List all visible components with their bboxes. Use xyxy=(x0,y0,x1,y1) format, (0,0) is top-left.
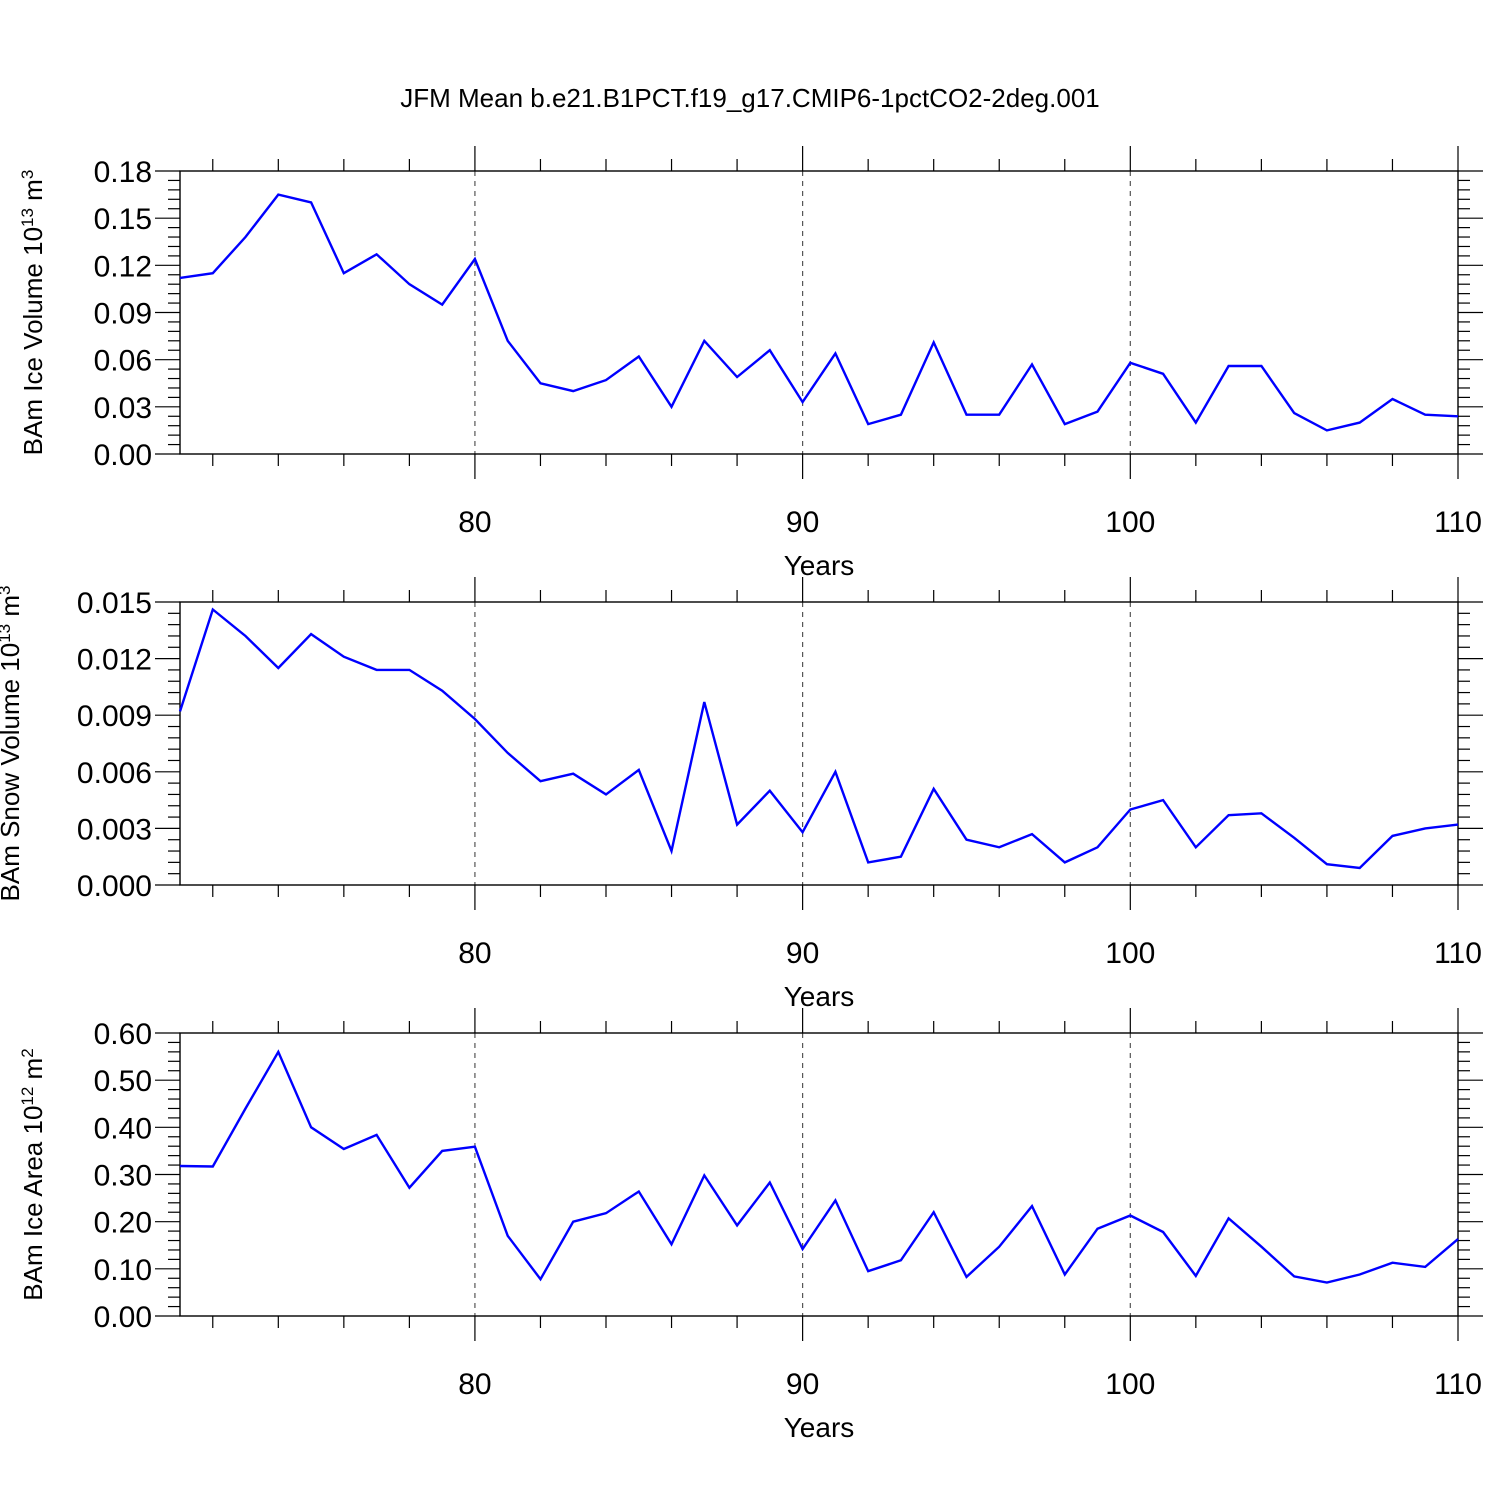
x-tick-label: 80 xyxy=(458,937,491,970)
y-tick-label: 0.40 xyxy=(94,1112,152,1145)
y-tick-label: 0.015 xyxy=(77,587,152,620)
y-axis-label: BAm Snow Volume 1013 m3 xyxy=(0,586,25,902)
y-tick-label: 0.30 xyxy=(94,1160,152,1193)
x-tick-label: 90 xyxy=(786,937,819,970)
y-axis-label: BAm Ice Volume 1013 m3 xyxy=(18,170,49,456)
y-axis-label-text: m xyxy=(18,1058,48,1087)
y-axis-label-text: BAm Snow Volume 10 xyxy=(0,643,25,902)
x-axis-label: Years xyxy=(784,1412,855,1443)
x-tick-label: 100 xyxy=(1105,506,1155,539)
x-tick-label: 110 xyxy=(1434,1368,1482,1401)
y-axis-label-superscript: 13 xyxy=(0,624,14,643)
y-axis-label-superscript: 3 xyxy=(0,586,14,595)
y-tick-label: 0.000 xyxy=(77,870,152,903)
x-tick-label: 110 xyxy=(1434,937,1482,970)
y-axis-label-text: m xyxy=(0,595,25,624)
x-tick-label: 80 xyxy=(458,1368,491,1401)
y-tick-label: 0.00 xyxy=(94,1301,152,1334)
y-tick-label: 0.006 xyxy=(77,757,152,790)
figure-title: JFM Mean b.e21.B1PCT.f19_g17.CMIP6-1pctC… xyxy=(400,83,1100,113)
series-line xyxy=(179,193,1459,432)
x-tick-label: 90 xyxy=(786,1368,819,1401)
y-axis-label-text: BAm Ice Volume 10 xyxy=(18,227,48,455)
x-tick-label: 100 xyxy=(1105,1368,1155,1401)
y-tick-label: 0.009 xyxy=(77,700,152,733)
panel-3: 80 90 100 110 0.00 0.10 0.20 0.30 0.40 0.50 0.60 Ye… xyxy=(18,1008,1483,1443)
plot-frame xyxy=(179,1032,1459,1317)
y-axis-label-superscript: 2 xyxy=(18,1048,37,1057)
y-tick-label: 0.50 xyxy=(94,1065,152,1098)
x-axis-label: Years xyxy=(784,981,855,1012)
y-axis-label-text: BAm Ice Area 10 xyxy=(18,1106,48,1301)
y-tick-label: 0.12 xyxy=(94,250,152,283)
y-tick-label: 0.00 xyxy=(94,439,152,472)
y-axis-label-superscript: 3 xyxy=(18,170,37,179)
x-tick-label: 90 xyxy=(786,506,819,539)
y-axis-label-text: m xyxy=(18,179,48,208)
y-tick-label: 0.60 xyxy=(94,1018,152,1051)
x-tick-label: 110 xyxy=(1434,506,1482,539)
y-tick-label: 0.003 xyxy=(77,813,152,846)
panel-1: 80 90 100 110 0.00 0.03 0.06 0.09 0.12 0.15 0.18 Ye… xyxy=(18,146,1483,581)
plot-frame xyxy=(179,601,1459,886)
y-tick-label: 0.012 xyxy=(77,644,152,677)
y-axis-label: BAm Ice Area 1012 m2 xyxy=(18,1048,49,1300)
series-line xyxy=(179,1049,1459,1284)
y-tick-label: 0.15 xyxy=(94,203,152,236)
x-tick-label: 80 xyxy=(458,506,491,539)
x-tick-label: 100 xyxy=(1105,937,1155,970)
y-axis-label-superscript: 12 xyxy=(18,1087,37,1106)
plot-frame xyxy=(179,170,1459,455)
y-tick-label: 0.20 xyxy=(94,1207,152,1240)
y-axis-label-superscript: 13 xyxy=(18,208,37,227)
panel-2: 80 90 100 110 0.000 0.003 0.006 0.009 0.012 0.015… xyxy=(0,577,1483,1012)
y-tick-label: 0.18 xyxy=(94,156,152,189)
series-line xyxy=(178,607,1459,870)
x-axis-label: Years xyxy=(784,550,855,581)
y-tick-label: 0.06 xyxy=(94,345,152,378)
y-tick-label: 0.03 xyxy=(94,392,152,425)
y-tick-label: 0.09 xyxy=(94,298,152,331)
y-tick-label: 0.10 xyxy=(94,1254,152,1287)
